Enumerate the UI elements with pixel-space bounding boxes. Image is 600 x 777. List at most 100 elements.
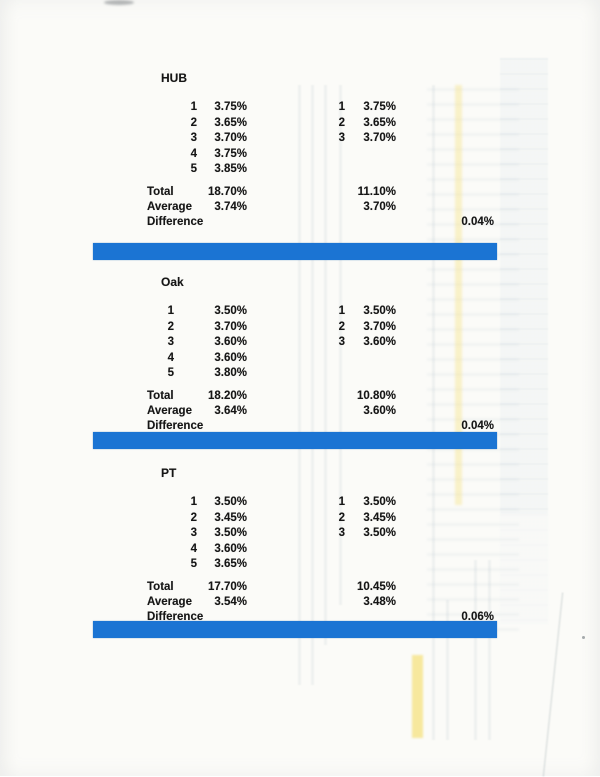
row-index: 4 bbox=[190, 542, 197, 555]
average-left-value: 3.64% bbox=[214, 405, 247, 417]
row-value: 3.60% bbox=[363, 336, 396, 348]
row-value: 3.50% bbox=[363, 305, 396, 317]
difference-label: Difference bbox=[147, 216, 204, 228]
average-right-value: 3.70% bbox=[363, 201, 396, 213]
average-row: Average 3.74% 3.70% bbox=[0, 200, 600, 215]
row-value: 3.85% bbox=[214, 163, 247, 175]
row-index: 3 bbox=[338, 132, 345, 144]
row-value: 3.50% bbox=[214, 496, 247, 508]
row-index: 2 bbox=[338, 320, 345, 333]
row-index: 1 bbox=[338, 496, 345, 508]
row-index: 1 bbox=[167, 305, 174, 317]
row-index: 5 bbox=[167, 367, 174, 379]
table-row: 3 3.50% 3 3.50% bbox=[0, 526, 600, 541]
section-oak: Oak 1 3.50% 1 3.50% 2 3.70% 2 3.70% 3 3.… bbox=[0, 275, 600, 460]
difference-row: Difference 0.06% bbox=[0, 610, 600, 625]
row-value: 3.70% bbox=[363, 132, 396, 144]
row-index: 3 bbox=[190, 527, 197, 539]
average-right-value: 3.48% bbox=[363, 596, 396, 608]
divider-bar bbox=[93, 432, 497, 449]
row-value: 3.65% bbox=[214, 116, 247, 129]
scan-smudge bbox=[104, 0, 134, 5]
divider-bar bbox=[93, 621, 497, 638]
difference-label: Difference bbox=[147, 420, 204, 432]
difference-label: Difference bbox=[147, 611, 204, 623]
total-left-value: 18.70% bbox=[207, 186, 247, 198]
row-value: 3.80% bbox=[214, 367, 247, 379]
row-index: 3 bbox=[338, 527, 345, 539]
row-index: 5 bbox=[190, 163, 197, 175]
section-pt: PT 1 3.50% 1 3.50% 2 3.45% 2 3.45% 3 3.5… bbox=[0, 466, 600, 651]
average-row: Average 3.54% 3.48% bbox=[0, 595, 600, 610]
table-row: 1 3.75% 1 3.75% bbox=[0, 100, 600, 115]
total-label: Total bbox=[147, 186, 174, 198]
row-index: 4 bbox=[190, 147, 197, 160]
row-value: 3.60% bbox=[214, 542, 247, 555]
row-index: 2 bbox=[338, 116, 345, 129]
table-row: 1 3.50% 1 3.50% bbox=[0, 495, 600, 510]
difference-row: Difference 0.04% bbox=[0, 419, 600, 434]
difference-value: 0.04% bbox=[461, 420, 494, 432]
difference-value: 0.04% bbox=[461, 216, 494, 228]
table-row: 4 3.60% bbox=[0, 542, 600, 557]
total-row: Total 18.70% 11.10% bbox=[0, 185, 600, 200]
row-index: 1 bbox=[190, 496, 197, 508]
average-label: Average bbox=[147, 201, 192, 213]
average-label: Average bbox=[147, 596, 192, 608]
total-left-value: 17.70% bbox=[207, 581, 247, 593]
row-index: 2 bbox=[190, 511, 197, 524]
total-right-value: 10.45% bbox=[356, 581, 396, 593]
average-left-value: 3.54% bbox=[214, 596, 247, 608]
row-value: 3.50% bbox=[214, 527, 247, 539]
row-index: 3 bbox=[190, 132, 197, 144]
total-row: Total 18.20% 10.80% bbox=[0, 389, 600, 404]
table-row: 2 3.70% 2 3.70% bbox=[0, 320, 600, 335]
row-value: 3.60% bbox=[214, 336, 247, 348]
table-row: 4 3.75% bbox=[0, 147, 600, 162]
table-row: 3 3.70% 3 3.70% bbox=[0, 131, 600, 146]
row-index: 2 bbox=[167, 320, 174, 333]
total-row: Total 17.70% 10.45% bbox=[0, 580, 600, 595]
row-value: 3.65% bbox=[363, 116, 396, 129]
difference-value: 0.06% bbox=[461, 611, 494, 623]
table-row: 2 3.65% 2 3.65% bbox=[0, 116, 600, 131]
total-label: Total bbox=[147, 390, 174, 402]
row-index: 1 bbox=[338, 101, 345, 113]
average-row: Average 3.64% 3.60% bbox=[0, 404, 600, 419]
difference-row: Difference 0.04% bbox=[0, 215, 600, 230]
section-title: PT bbox=[161, 466, 177, 480]
row-index: 3 bbox=[167, 336, 174, 348]
row-value: 3.70% bbox=[214, 132, 247, 144]
section-title: HUB bbox=[161, 71, 187, 85]
row-index: 2 bbox=[338, 511, 345, 524]
table-row: 5 3.65% bbox=[0, 557, 600, 572]
row-value: 3.75% bbox=[363, 101, 396, 113]
row-value: 3.70% bbox=[214, 320, 247, 333]
row-index: 3 bbox=[338, 336, 345, 348]
row-value: 3.50% bbox=[363, 496, 396, 508]
row-index: 5 bbox=[190, 558, 197, 570]
table-row: 5 3.85% bbox=[0, 162, 600, 177]
row-value: 3.50% bbox=[363, 527, 396, 539]
average-right-value: 3.60% bbox=[363, 405, 396, 417]
table-row: 5 3.80% bbox=[0, 366, 600, 381]
total-left-value: 18.20% bbox=[207, 390, 247, 402]
row-value: 3.75% bbox=[214, 147, 247, 160]
row-index: 1 bbox=[338, 305, 345, 317]
table-row: 2 3.45% 2 3.45% bbox=[0, 511, 600, 526]
divider-bar bbox=[93, 243, 497, 260]
row-value: 3.60% bbox=[214, 351, 247, 364]
row-value: 3.50% bbox=[214, 305, 247, 317]
total-right-value: 10.80% bbox=[356, 390, 396, 402]
row-value: 3.45% bbox=[363, 511, 396, 524]
highlighter-streak-lower bbox=[412, 655, 423, 738]
table-row: 4 3.60% bbox=[0, 351, 600, 366]
row-value: 3.75% bbox=[214, 101, 247, 113]
total-right-value: 11.10% bbox=[357, 186, 396, 198]
row-value: 3.45% bbox=[214, 511, 247, 524]
row-value: 3.65% bbox=[214, 558, 247, 570]
average-label: Average bbox=[147, 405, 192, 417]
total-label: Total bbox=[147, 581, 174, 593]
row-index: 4 bbox=[167, 351, 174, 364]
